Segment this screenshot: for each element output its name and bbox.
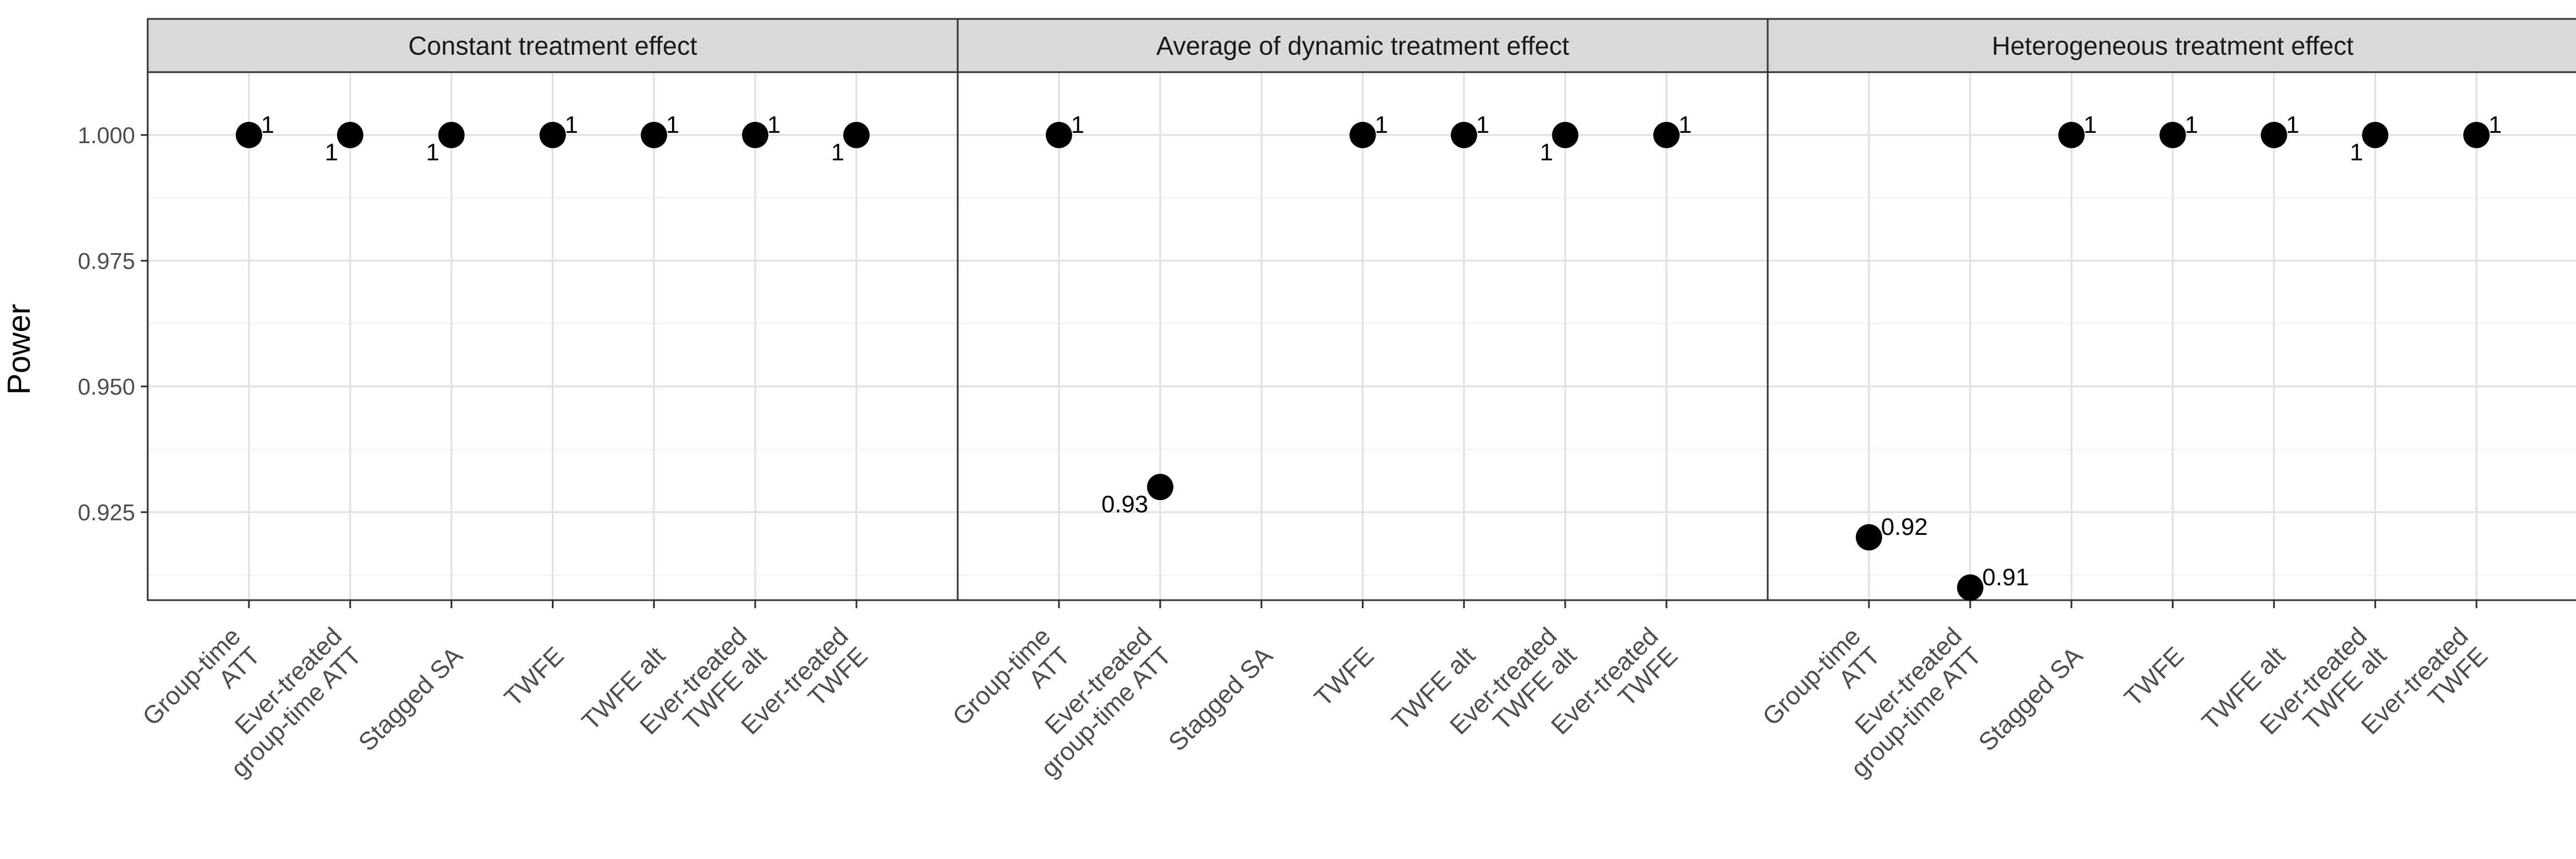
data-label: 1 — [666, 111, 679, 138]
data-label: 1 — [1476, 111, 1489, 138]
facet-strip-title: Constant treatment effect — [408, 31, 697, 61]
data-point — [2058, 121, 2085, 148]
data-point — [2159, 121, 2186, 148]
data-label: 1 — [767, 111, 780, 138]
data-label: 1 — [1540, 139, 1553, 166]
data-point — [1552, 121, 1579, 148]
data-label: 1 — [1678, 111, 1692, 138]
data-label: 0.93 — [1101, 490, 1148, 517]
data-label: 1 — [565, 111, 578, 138]
facet-strip-title: Average of dynamic treatment effect — [1156, 31, 1570, 61]
facet-strip-title: Heterogeneous treatment effect — [1992, 31, 2354, 61]
data-point — [438, 121, 465, 148]
data-label: 1 — [325, 139, 338, 166]
data-point — [1855, 524, 1882, 551]
data-point — [235, 121, 262, 148]
y-axis: 0.925 0.950 0.975 1.000 — [78, 123, 148, 525]
data-point — [337, 121, 364, 148]
data-point — [843, 121, 870, 148]
data-point — [1451, 121, 1477, 148]
data-point — [742, 121, 769, 148]
data-point — [641, 121, 667, 148]
data-point — [1349, 121, 1376, 148]
data-label: 1 — [1071, 111, 1084, 138]
y-tick-label: 1.000 — [78, 123, 135, 148]
data-label: 1 — [2185, 111, 2198, 138]
data-label: 1 — [2488, 111, 2502, 138]
data-point — [1045, 121, 1072, 148]
facet-strip — [1767, 18, 2576, 73]
data-point — [1653, 121, 1680, 148]
data-point — [1957, 574, 1984, 601]
data-label: 1 — [2084, 111, 2097, 138]
data-point — [1147, 474, 1174, 501]
data-point — [539, 121, 566, 148]
y-axis-title: Power — [1, 304, 37, 395]
data-label: 0.91 — [1982, 564, 2029, 590]
data-label: 1 — [1375, 111, 1388, 138]
data-label: 1 — [2350, 139, 2363, 166]
data-point — [2463, 121, 2490, 148]
y-tick-label: 0.975 — [78, 249, 135, 274]
data-label: 0.92 — [1881, 513, 1928, 540]
data-label: 1 — [426, 139, 439, 166]
y-tick-label: 0.950 — [78, 375, 135, 400]
facet-strip — [147, 18, 959, 73]
data-label: 1 — [831, 139, 844, 166]
data-point — [2362, 121, 2389, 148]
y-tick-label: 0.925 — [78, 500, 135, 525]
data-label: 1 — [261, 111, 274, 138]
data-point — [2261, 121, 2287, 148]
data-label: 1 — [2286, 111, 2299, 138]
